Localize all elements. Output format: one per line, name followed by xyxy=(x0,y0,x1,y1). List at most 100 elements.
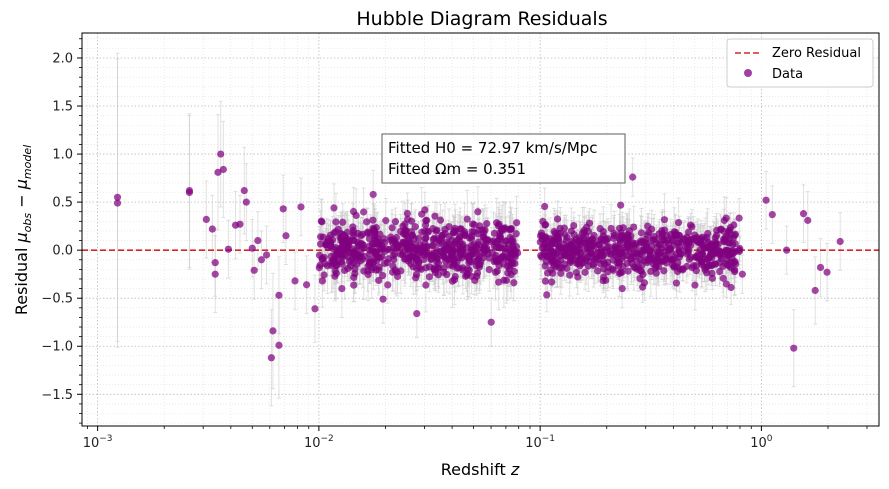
data-point xyxy=(662,238,670,246)
data-point xyxy=(359,255,367,263)
data-point xyxy=(541,262,549,270)
data-point xyxy=(442,257,450,265)
data-point xyxy=(364,262,372,270)
data-point xyxy=(365,235,373,243)
data-point xyxy=(254,236,262,245)
data-point xyxy=(487,238,495,246)
data-point xyxy=(729,234,738,242)
data-point xyxy=(630,263,638,271)
data-point xyxy=(480,249,488,257)
data-point xyxy=(415,234,423,242)
data-point xyxy=(462,272,470,280)
data-point xyxy=(506,248,514,256)
data-point xyxy=(211,270,219,278)
data-point xyxy=(348,249,356,257)
data-point xyxy=(567,227,575,235)
data-point xyxy=(541,277,549,285)
data-point xyxy=(248,244,256,252)
data-point xyxy=(440,268,448,276)
data-point xyxy=(660,216,669,224)
data-point xyxy=(436,216,445,224)
data-point xyxy=(337,258,345,266)
data-point xyxy=(316,240,325,248)
data-point xyxy=(437,238,445,246)
data-point xyxy=(588,235,597,243)
data-point xyxy=(364,229,372,237)
data-point xyxy=(492,251,500,260)
data-point xyxy=(431,212,439,220)
data-point xyxy=(387,236,395,244)
data-point xyxy=(645,228,653,237)
data-point xyxy=(660,267,668,275)
data-point xyxy=(379,295,387,303)
data-point xyxy=(369,216,377,224)
data-point xyxy=(572,268,581,277)
data-point xyxy=(728,249,736,257)
data-point xyxy=(823,268,831,276)
data-point xyxy=(624,267,632,275)
data-point xyxy=(731,267,739,276)
data-point xyxy=(811,286,819,295)
data-point xyxy=(496,244,504,252)
data-point xyxy=(480,233,488,241)
data-point xyxy=(549,269,557,277)
data-point xyxy=(375,263,383,271)
data-point xyxy=(432,227,440,235)
data-point xyxy=(506,225,514,233)
data-point xyxy=(339,218,347,226)
data-point xyxy=(448,236,456,244)
data-point xyxy=(318,277,327,285)
data-point xyxy=(350,281,358,289)
data-point xyxy=(449,229,457,237)
data-point xyxy=(555,235,563,243)
data-point xyxy=(401,255,409,263)
data-point xyxy=(716,267,724,276)
data-point xyxy=(637,229,646,237)
data-point xyxy=(605,247,613,256)
data-point xyxy=(468,228,476,236)
data-point xyxy=(804,216,812,224)
data-point xyxy=(425,273,433,281)
data-point xyxy=(407,228,416,236)
data-point xyxy=(731,257,739,266)
data-point xyxy=(719,274,727,282)
data-point xyxy=(316,233,325,241)
data-point xyxy=(492,257,501,266)
data-point xyxy=(551,229,559,237)
data-point xyxy=(468,272,476,280)
data-point xyxy=(735,247,744,255)
data-point xyxy=(379,272,387,280)
data-point xyxy=(326,238,335,246)
data-point xyxy=(618,284,626,293)
data-point xyxy=(738,270,746,278)
data-point xyxy=(495,235,503,243)
data-point xyxy=(211,259,219,267)
data-point xyxy=(500,276,508,284)
data-point xyxy=(424,228,432,236)
data-point xyxy=(297,203,305,211)
data-point xyxy=(685,246,693,254)
data-point xyxy=(513,219,521,227)
data-point xyxy=(536,238,544,246)
data-point xyxy=(352,211,360,220)
data-point xyxy=(397,267,405,275)
data-point xyxy=(279,205,287,213)
data-point xyxy=(217,150,225,158)
data-point xyxy=(388,224,396,232)
data-point xyxy=(560,224,568,232)
data-point xyxy=(465,234,474,242)
data-point xyxy=(636,275,644,283)
data-point xyxy=(354,251,362,259)
data-point xyxy=(474,208,482,216)
data-point xyxy=(458,243,467,251)
data-point xyxy=(458,254,466,262)
data-point xyxy=(332,218,340,226)
data-point xyxy=(113,199,122,207)
data-point xyxy=(375,276,383,285)
data-point xyxy=(302,281,311,289)
data-point xyxy=(708,253,716,262)
chart-title: Hubble Diagram Residuals xyxy=(356,8,607,30)
data-point xyxy=(647,267,655,276)
data-point xyxy=(338,284,346,293)
